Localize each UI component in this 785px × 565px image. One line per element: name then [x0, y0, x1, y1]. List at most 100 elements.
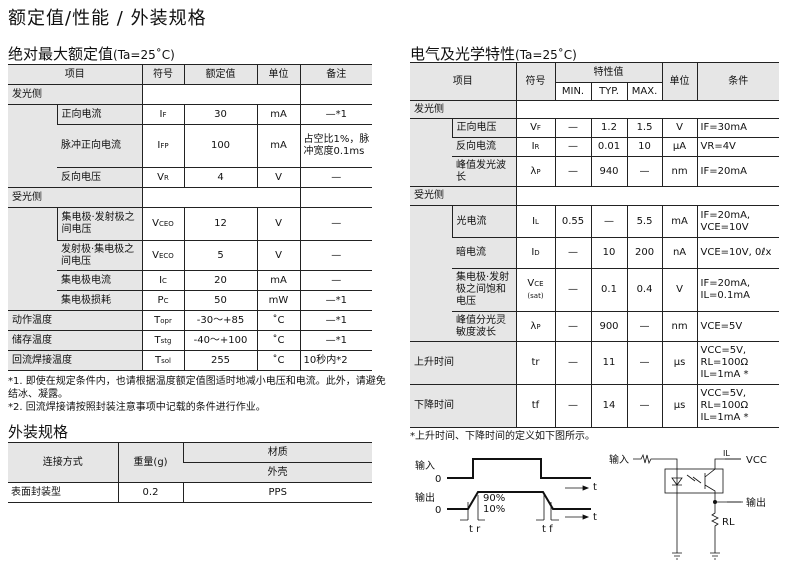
row-item: 脉冲正向电流 [57, 124, 142, 168]
row-symbol: IF [141, 104, 184, 125]
row-note: 10秒内*2 [299, 350, 372, 371]
circuit-input-label: 输入 [609, 453, 629, 466]
row-unit: V [256, 207, 300, 241]
table-row: 反向电压 VR 4 V — [8, 167, 372, 188]
row-item: 集电极·发射极之间饱和电压 [452, 268, 516, 312]
header-item: 项目 [8, 64, 142, 85]
page-title: 额定值/性能 / 外装规格 [8, 8, 207, 29]
row-max: 200 [626, 237, 663, 269]
symbol-main: I [532, 215, 536, 227]
symbol-main: V [152, 249, 159, 261]
symbol-main: I [159, 108, 163, 120]
row-typ: 14 [590, 384, 627, 428]
table-row: 正向电流 IF 30 mA —*1 [8, 104, 372, 188]
symbol-sub: R [534, 143, 540, 151]
circuit-rl-label: RL [722, 517, 735, 528]
table-row: 集电极电流 IC 20 mA — [8, 270, 372, 291]
row-condition: VR=4V [696, 137, 780, 157]
symbol-sub: ECO [159, 251, 174, 260]
row-condition: IF=20mA [696, 156, 780, 187]
row-symbol: tf [515, 384, 555, 428]
row-symbol: VCE (sat) [515, 268, 555, 312]
row-unit: V [661, 268, 698, 312]
table-row: 脉冲正向电流 IFP 100 mA 占空比1%，脉冲宽度0.1ms [8, 124, 372, 168]
symbol-main: T [154, 334, 161, 346]
row-value: 50 [183, 290, 257, 311]
row-note: —*1 [299, 310, 372, 331]
row-symbol: Topr [141, 310, 184, 331]
header-weight: 重量(g) [117, 442, 183, 483]
row-min: — [554, 156, 591, 187]
row-note: — [299, 270, 372, 291]
row-max: — [626, 311, 663, 342]
row-typ: 900 [590, 311, 627, 342]
row-unit: mA [256, 270, 300, 291]
header-item: 项目 [410, 62, 516, 101]
row-min: — [554, 384, 591, 428]
row-item: 正向电流 [56, 104, 142, 125]
row-symbol: ID [515, 237, 555, 269]
row-note: — [299, 240, 372, 271]
symbol-sub: stg [160, 336, 172, 345]
input-waveform [447, 458, 591, 479]
symbol-main: tf [531, 400, 540, 411]
elec-title: 电气及光学特性(Ta=25˚C) [410, 43, 577, 64]
row-symbol: Tsol [141, 350, 184, 371]
symbol-main: λ [530, 165, 537, 177]
row-symbol: VR [141, 167, 184, 188]
row-item: 回流焊接温度 [8, 350, 142, 371]
diagram-zero-input: 0 [435, 474, 441, 485]
diagram-zero-output: 0 [435, 505, 441, 516]
symbol-main: I [159, 274, 163, 286]
row-symbol: Tstg [141, 330, 184, 351]
row-unit: nm [661, 156, 698, 187]
header-unit: 单位 [661, 62, 698, 101]
row-unit: mA [661, 205, 698, 238]
row-item: 正向电压 [451, 118, 516, 138]
table-row: 集电极损耗 PC 50 mW —*1 [8, 290, 372, 311]
elec-footnote: *上升时间、下降时间的定义如下图所示。 [410, 431, 595, 442]
row-item: 反向电流 [452, 137, 516, 157]
package-weight: 0.2 [117, 482, 183, 503]
row-symbol: VCEO [141, 207, 184, 241]
symbol-sub: F [162, 110, 167, 119]
row-value: 4 [183, 167, 257, 188]
row-value: 255 [183, 350, 257, 371]
row-min: — [554, 137, 591, 157]
row-item: 峰值发光波长 [452, 156, 516, 187]
header-characteristic: 特性值 [554, 62, 663, 83]
row-unit: μA [661, 137, 698, 157]
symbol-sub: CEO [159, 220, 174, 228]
row-symbol: IFP [141, 124, 184, 168]
table-row: 光电流 IL 0.55—5.5 mA IF=20mA, VCE=10V [410, 205, 780, 342]
table-row: 动作温度 Topr -30～+85 ˚C —*1 [8, 310, 372, 331]
circuit-output-label: 输出 [746, 496, 766, 509]
row-item: 储存温度 [8, 330, 142, 351]
row-unit: nm [661, 311, 698, 342]
row-item: 发射极·集电极之间电压 [57, 240, 142, 271]
row-max: 10 [626, 137, 663, 157]
row-note: 占空比1%，脉冲宽度0.1ms [299, 124, 372, 168]
row-min: — [554, 268, 591, 312]
row-unit: V [256, 167, 300, 188]
table-row: 峰值分光灵敏度波长 λP —900— nm VCE=5V [410, 311, 780, 342]
row-note: — [299, 207, 372, 241]
symbol-main: I [531, 247, 535, 258]
diagram-tf: t f [542, 524, 553, 535]
abs-max-table: 项目 符号 额定值 单位 备注 发光侧 正向电流 IF 30 mA —*1 脉冲正向电流 IF… [8, 64, 372, 371]
elec-cond: (Ta=25˚C) [515, 48, 577, 62]
header-material: 材质 [182, 442, 372, 463]
row-note: —*1 [299, 330, 372, 351]
row-typ: — [590, 205, 627, 238]
row-unit: μs [661, 384, 698, 428]
row-value: 20 [183, 270, 257, 291]
row-typ: 0.1 [590, 268, 627, 312]
row-value: 100 [183, 124, 257, 168]
row-condition: VCE=5V [696, 311, 780, 342]
group-detector: 受光侧 [410, 186, 516, 206]
row-min: 0.55 [554, 205, 591, 238]
diagram-10pct: 10% [483, 504, 505, 515]
row-value: -30～+85 [183, 310, 257, 331]
row-value: 30 [183, 104, 257, 125]
symbol-sub: C [162, 276, 167, 285]
